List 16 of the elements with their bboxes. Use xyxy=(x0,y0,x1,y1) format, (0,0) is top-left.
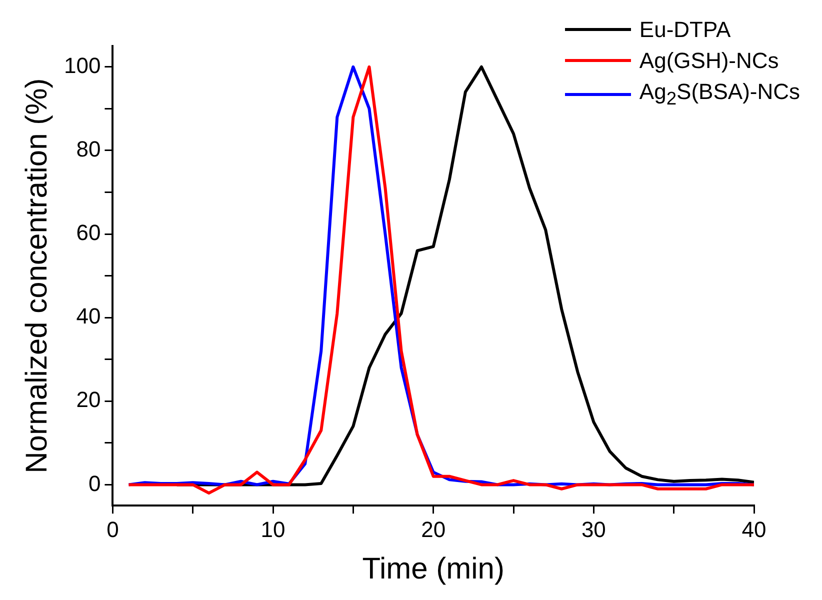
legend-label: Ag(GSH)-NCs xyxy=(639,47,779,75)
x-tick-label: 40 xyxy=(742,516,766,542)
y-tick-label: 80 xyxy=(76,136,101,162)
y-tick-label: 0 xyxy=(88,470,101,496)
x-tick-label: 20 xyxy=(421,516,446,542)
x-tick-label: 0 xyxy=(106,516,119,542)
y-tick-label: 20 xyxy=(76,387,101,412)
y-tick-label: 100 xyxy=(64,52,101,78)
y-tick-label: 40 xyxy=(76,304,101,329)
y-tick-label: 60 xyxy=(76,220,101,246)
legend-label: Ag$_{2}$S(BSA)-NCs xyxy=(639,78,800,110)
legend-label: Eu-DTPA xyxy=(639,16,731,44)
x-tick-label: 30 xyxy=(581,516,606,542)
x-axis-title: Time (min) xyxy=(362,552,504,586)
x-tick-label: 10 xyxy=(260,516,286,542)
y-axis-title: Normalized concentration (%) xyxy=(20,78,54,474)
